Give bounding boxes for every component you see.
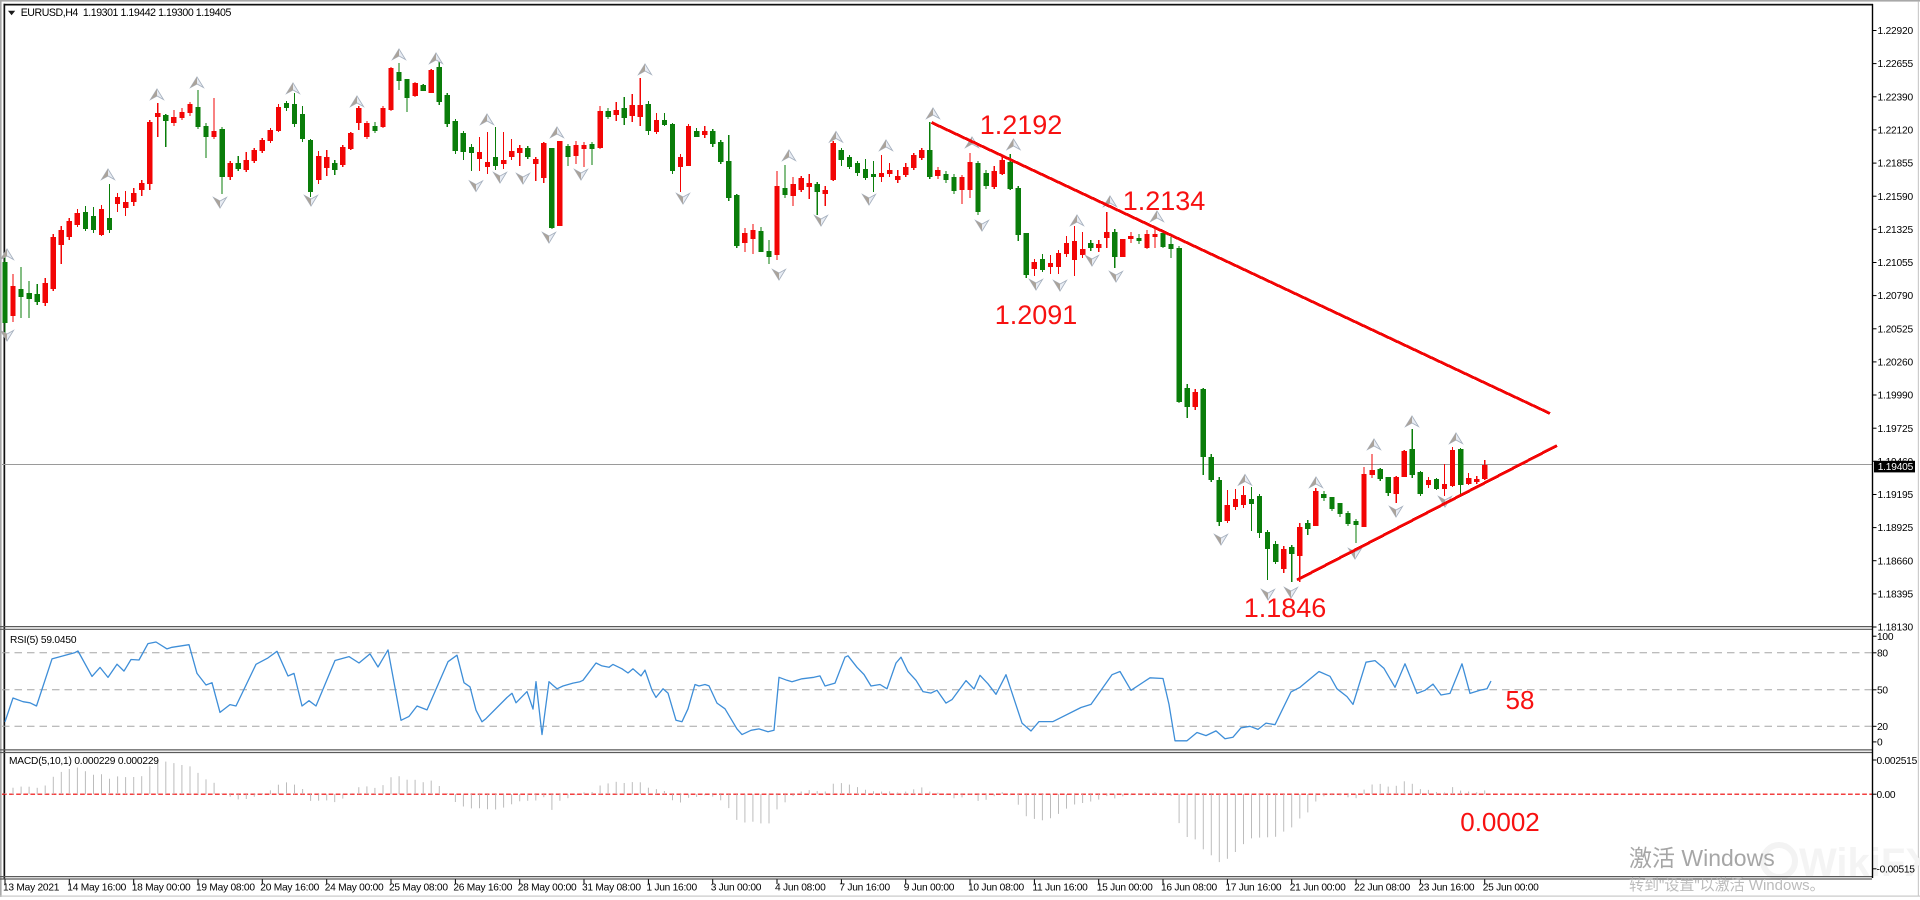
svg-text:0.0002: 0.0002 bbox=[1460, 807, 1540, 837]
svg-text:1.2091: 1.2091 bbox=[995, 300, 1078, 330]
svg-text:1.18130: 1.18130 bbox=[1878, 623, 1914, 634]
svg-text:14 May 16:00: 14 May 16:00 bbox=[67, 883, 126, 894]
svg-text:50: 50 bbox=[1877, 686, 1888, 697]
svg-text:4 Jun 08:00: 4 Jun 08:00 bbox=[775, 883, 826, 894]
svg-text:1.2134: 1.2134 bbox=[1123, 186, 1206, 216]
svg-text:22 Jun 08:00: 22 Jun 08:00 bbox=[1354, 883, 1410, 894]
svg-text:16 Jun 08:00: 16 Jun 08:00 bbox=[1161, 883, 1217, 894]
svg-text:RSI(5) 59.0450: RSI(5) 59.0450 bbox=[10, 635, 77, 646]
svg-text:15 Jun 00:00: 15 Jun 00:00 bbox=[1097, 883, 1153, 894]
svg-text:1 Jun 16:00: 1 Jun 16:00 bbox=[646, 883, 697, 894]
svg-text:1.18395: 1.18395 bbox=[1878, 590, 1914, 601]
svg-text:1.21055: 1.21055 bbox=[1878, 258, 1914, 269]
svg-text:1.1846: 1.1846 bbox=[1244, 593, 1327, 623]
svg-text:0.002515: 0.002515 bbox=[1877, 756, 1918, 767]
svg-text:23 Jun 16:00: 23 Jun 16:00 bbox=[1418, 883, 1474, 894]
svg-text:1.19990: 1.19990 bbox=[1878, 391, 1914, 402]
svg-text:1.20790: 1.20790 bbox=[1878, 291, 1914, 302]
svg-text:激活 Windows: 激活 Windows bbox=[1629, 845, 1775, 871]
svg-text:1.22920: 1.22920 bbox=[1878, 26, 1914, 37]
svg-text:18 May 00:00: 18 May 00:00 bbox=[132, 883, 191, 894]
svg-text:20 May 16:00: 20 May 16:00 bbox=[260, 883, 319, 894]
svg-text:25 Jun 00:00: 25 Jun 00:00 bbox=[1483, 883, 1539, 894]
svg-text:1.22655: 1.22655 bbox=[1878, 59, 1914, 70]
svg-text:7 Jun 16:00: 7 Jun 16:00 bbox=[839, 883, 890, 894]
svg-text:31 May 08:00: 31 May 08:00 bbox=[582, 883, 641, 894]
svg-text:11 Jun 16:00: 11 Jun 16:00 bbox=[1032, 883, 1088, 894]
svg-text:0.00: 0.00 bbox=[1877, 790, 1896, 801]
svg-text:1.19725: 1.19725 bbox=[1878, 424, 1914, 435]
svg-text:26 May 16:00: 26 May 16:00 bbox=[453, 883, 512, 894]
svg-text:20: 20 bbox=[1877, 722, 1888, 733]
svg-text:1.21590: 1.21590 bbox=[1878, 192, 1914, 203]
svg-text:1.19405: 1.19405 bbox=[1878, 462, 1914, 473]
svg-text:EURUSD,H4 1.19301 1.19442 1.1: EURUSD,H4 1.19301 1.19442 1.19300 1.1940… bbox=[21, 7, 232, 19]
svg-text:1.22120: 1.22120 bbox=[1878, 126, 1914, 137]
svg-text:1.20260: 1.20260 bbox=[1878, 358, 1914, 369]
svg-text:100: 100 bbox=[1877, 632, 1894, 643]
svg-text:1.21325: 1.21325 bbox=[1878, 225, 1914, 236]
svg-text:28 May 00:00: 28 May 00:00 bbox=[518, 883, 577, 894]
svg-text:17 Jun 16:00: 17 Jun 16:00 bbox=[1225, 883, 1281, 894]
svg-text:1.21855: 1.21855 bbox=[1878, 159, 1914, 170]
svg-text:9 Jun 00:00: 9 Jun 00:00 bbox=[904, 883, 955, 894]
svg-text:MACD(5,10,1) 0.000229 0.000229: MACD(5,10,1) 0.000229 0.000229 bbox=[9, 756, 159, 767]
svg-text:19 May 08:00: 19 May 08:00 bbox=[196, 883, 255, 894]
svg-text:24 May 00:00: 24 May 00:00 bbox=[325, 883, 384, 894]
svg-text:13 May 2021: 13 May 2021 bbox=[3, 883, 60, 894]
svg-text:1.18660: 1.18660 bbox=[1878, 556, 1914, 567]
svg-text:21 Jun 00:00: 21 Jun 00:00 bbox=[1290, 883, 1346, 894]
svg-text:1.19195: 1.19195 bbox=[1878, 490, 1914, 501]
svg-text:3 Jun 00:00: 3 Jun 00:00 bbox=[711, 883, 762, 894]
svg-text:1.2192: 1.2192 bbox=[980, 110, 1063, 140]
svg-text:25 May 08:00: 25 May 08:00 bbox=[389, 883, 448, 894]
svg-text:-0.00515: -0.00515 bbox=[1877, 865, 1916, 876]
svg-text:10 Jun 08:00: 10 Jun 08:00 bbox=[968, 883, 1024, 894]
svg-text:0: 0 bbox=[1877, 738, 1883, 749]
svg-text:80: 80 bbox=[1877, 649, 1888, 660]
svg-text:WikiFX: WikiFX bbox=[1799, 841, 1920, 885]
svg-text:1.18925: 1.18925 bbox=[1878, 523, 1914, 534]
svg-text:转到"设置"以激活 Windows。: 转到"设置"以激活 Windows。 bbox=[1629, 877, 1825, 894]
svg-text:1.22390: 1.22390 bbox=[1878, 92, 1914, 103]
svg-text:1.20525: 1.20525 bbox=[1878, 324, 1914, 335]
